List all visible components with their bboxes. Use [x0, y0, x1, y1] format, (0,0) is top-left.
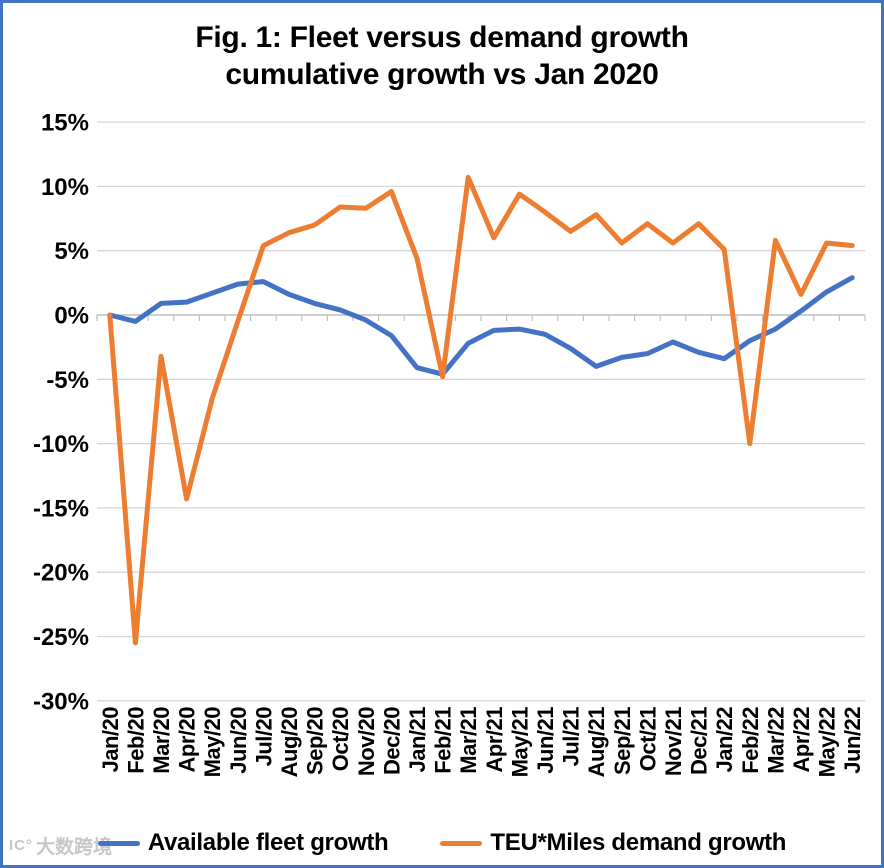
x-tick-label: Oct/20	[328, 707, 353, 772]
x-tick-label: Apr/22	[789, 707, 814, 773]
x-tick-label: Jun/21	[533, 707, 558, 774]
legend-item-demand: TEU*Miles demand growth	[440, 829, 786, 857]
y-tick-label: 15%	[41, 110, 89, 137]
y-tick-label: 0%	[54, 303, 89, 330]
x-tick-label: Jul/21	[559, 707, 584, 767]
y-tick-label: -5%	[46, 367, 89, 394]
y-tick-label: -20%	[33, 560, 89, 587]
y-tick-label: -10%	[33, 431, 89, 458]
x-tick-label: May/20	[200, 707, 225, 778]
y-tick-label: 5%	[54, 238, 89, 265]
x-tick-label: Nov/21	[661, 707, 686, 776]
x-tick-label: Mar/22	[763, 707, 788, 774]
legend-label-fleet: Available fleet growth	[147, 829, 389, 856]
x-tick-label: Nov/20	[354, 707, 379, 776]
x-tick-label: Dec/21	[687, 707, 712, 775]
x-tick-label: Aug/21	[584, 707, 609, 778]
chart-title-line2: cumulative growth vs Jan 2020	[225, 58, 659, 91]
series-line-teu-miles-demand-growth	[107, 174, 855, 646]
chart-legend: Available fleet growth TEU*Miles demand …	[3, 829, 881, 857]
legend-label-demand: TEU*Miles demand growth	[490, 829, 787, 856]
x-tick-label: Sep/21	[610, 707, 635, 775]
x-tick-label: Mar/21	[456, 707, 481, 774]
y-tick-label: 10%	[41, 174, 89, 201]
x-tick-label: Mar/20	[149, 707, 174, 774]
x-tick-label: Apr/21	[482, 707, 507, 773]
x-tick-label: Jun/20	[226, 707, 251, 774]
x-tick-label: Sep/20	[303, 707, 328, 775]
x-tick-label: Feb/20	[123, 707, 148, 774]
x-tick-label: Jul/20	[251, 707, 276, 767]
watermark-text: 大数跨境	[36, 837, 113, 858]
y-tick-label: -30%	[33, 688, 89, 715]
x-tick-label: Feb/22	[738, 707, 763, 774]
x-tick-label: Aug/20	[277, 707, 302, 778]
x-tick-label: May/22	[815, 707, 840, 778]
x-tick-label: Dec/20	[379, 707, 404, 775]
chart-canvas: 15%10%5%0%-5%-10%-15%-20%-25%-30%Jan/20 F…	[33, 110, 866, 778]
demand-series-line-icon	[440, 840, 483, 846]
y-tick-label: -25%	[33, 624, 89, 651]
y-tick-label: -15%	[33, 495, 89, 522]
watermark-logo-icon: IC°	[9, 837, 33, 854]
legend-item-fleet: Available fleet growth	[97, 829, 389, 857]
fleet-series-line-icon	[97, 840, 140, 846]
x-tick-label: Jan/22	[712, 707, 737, 773]
series-line-available-fleet-growth	[107, 275, 855, 377]
x-tick-label: May/21	[507, 707, 532, 778]
chart-title: Fig. 1: Fleet versus demand growth cumul…	[3, 19, 881, 93]
watermark: IC° 大数跨境	[9, 832, 112, 859]
chart-title-line1: Fig. 1: Fleet versus demand growth	[195, 21, 689, 54]
x-tick-label: Oct/21	[635, 707, 660, 772]
x-tick-label: Apr/20	[175, 707, 200, 773]
x-tick-label: Jan/20	[98, 707, 123, 773]
x-tick-label: Jan/21	[405, 707, 430, 773]
x-tick-label: Feb/21	[431, 707, 456, 774]
x-tick-label: Jun/22	[840, 707, 865, 774]
